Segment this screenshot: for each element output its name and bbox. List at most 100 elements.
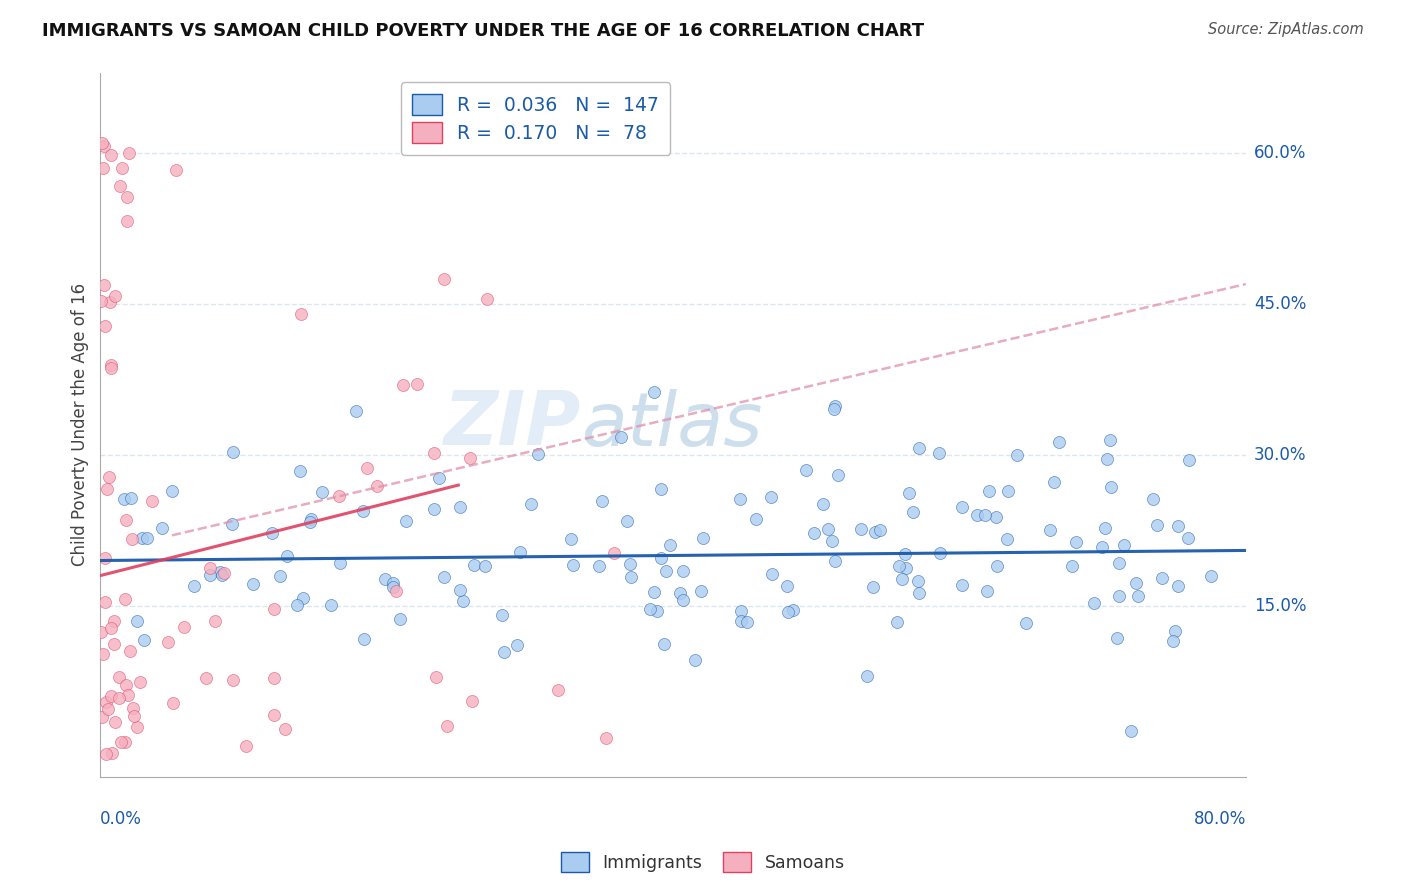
Point: [997, 532, 1019, 546]
Point: [427, 471, 450, 485]
Point: [1125, 576, 1147, 591]
Text: 30.0%: 30.0%: [1254, 446, 1306, 464]
Point: [794, 463, 817, 477]
Point: [329, 556, 352, 570]
Text: atlas: atlas: [582, 389, 763, 461]
Point: [778, 605, 800, 619]
Point: [863, 525, 886, 540]
Point: [887, 558, 910, 573]
Point: [374, 572, 396, 586]
Point: [263, 672, 285, 686]
Point: [100, 621, 122, 635]
Point: [898, 486, 921, 500]
Point: [311, 485, 333, 500]
Point: [91, 136, 114, 151]
Point: [827, 468, 849, 483]
Point: [730, 491, 752, 506]
Point: [388, 612, 411, 626]
Point: [112, 491, 135, 506]
Point: [1047, 434, 1070, 449]
Point: [950, 578, 973, 592]
Point: [118, 644, 141, 658]
Point: [643, 585, 665, 599]
Point: [1043, 475, 1066, 489]
Point: [122, 709, 145, 723]
Point: [200, 561, 222, 575]
Point: [382, 576, 405, 591]
Point: [93, 161, 115, 176]
Point: [110, 735, 132, 749]
Point: [619, 558, 641, 572]
Point: [775, 578, 797, 592]
Point: [384, 584, 406, 599]
Point: [183, 579, 205, 593]
Point: [645, 604, 668, 618]
Point: [111, 161, 134, 176]
Point: [643, 384, 665, 399]
Point: [527, 447, 550, 461]
Point: [761, 566, 783, 581]
Point: [108, 690, 131, 705]
Point: [782, 603, 804, 617]
Point: [894, 547, 917, 561]
Text: Source: ZipAtlas.com: Source: ZipAtlas.com: [1208, 22, 1364, 37]
Point: [891, 573, 914, 587]
Point: [974, 508, 997, 523]
Point: [222, 445, 245, 459]
Point: [966, 508, 988, 522]
Point: [129, 674, 152, 689]
Point: [1105, 631, 1128, 645]
Point: [406, 377, 429, 392]
Point: [120, 491, 142, 505]
Point: [114, 734, 136, 748]
Point: [1098, 433, 1121, 447]
Legend: Immigrants, Samoans: Immigrants, Samoans: [554, 845, 852, 879]
Point: [803, 526, 825, 541]
Point: [745, 512, 768, 526]
Point: [1163, 624, 1185, 639]
Point: [1177, 453, 1199, 467]
Point: [561, 558, 583, 572]
Point: [908, 586, 931, 600]
Point: [103, 637, 125, 651]
Point: [198, 567, 221, 582]
Point: [610, 430, 633, 444]
Point: [285, 598, 308, 612]
Point: [821, 533, 844, 548]
Point: [104, 289, 127, 303]
Point: [928, 446, 950, 460]
Point: [115, 678, 138, 692]
Point: [212, 566, 235, 581]
Point: [1094, 520, 1116, 534]
Point: [683, 653, 706, 667]
Point: [121, 701, 143, 715]
Point: [290, 307, 312, 321]
Point: [125, 720, 148, 734]
Point: [107, 670, 129, 684]
Point: [356, 461, 378, 475]
Point: [288, 464, 311, 478]
Text: 15.0%: 15.0%: [1254, 597, 1306, 615]
Point: [1112, 538, 1135, 552]
Legend: R =  0.036   N =  147, R =  0.170   N =  78: R = 0.036 N = 147, R = 0.170 N = 78: [401, 82, 671, 154]
Point: [93, 278, 115, 293]
Point: [242, 577, 264, 591]
Point: [977, 484, 1000, 499]
Point: [1108, 556, 1130, 570]
Point: [392, 377, 415, 392]
Point: [1015, 616, 1038, 631]
Y-axis label: Child Poverty Under the Age of 16: Child Poverty Under the Age of 16: [72, 284, 89, 566]
Point: [276, 549, 298, 563]
Point: [91, 710, 114, 724]
Point: [97, 470, 120, 484]
Point: [425, 670, 447, 684]
Point: [976, 584, 998, 599]
Point: [654, 637, 676, 651]
Point: [423, 501, 446, 516]
Point: [1150, 571, 1173, 585]
Point: [100, 359, 122, 373]
Point: [94, 747, 117, 761]
Point: [114, 513, 136, 527]
Point: [97, 702, 120, 716]
Point: [616, 514, 638, 528]
